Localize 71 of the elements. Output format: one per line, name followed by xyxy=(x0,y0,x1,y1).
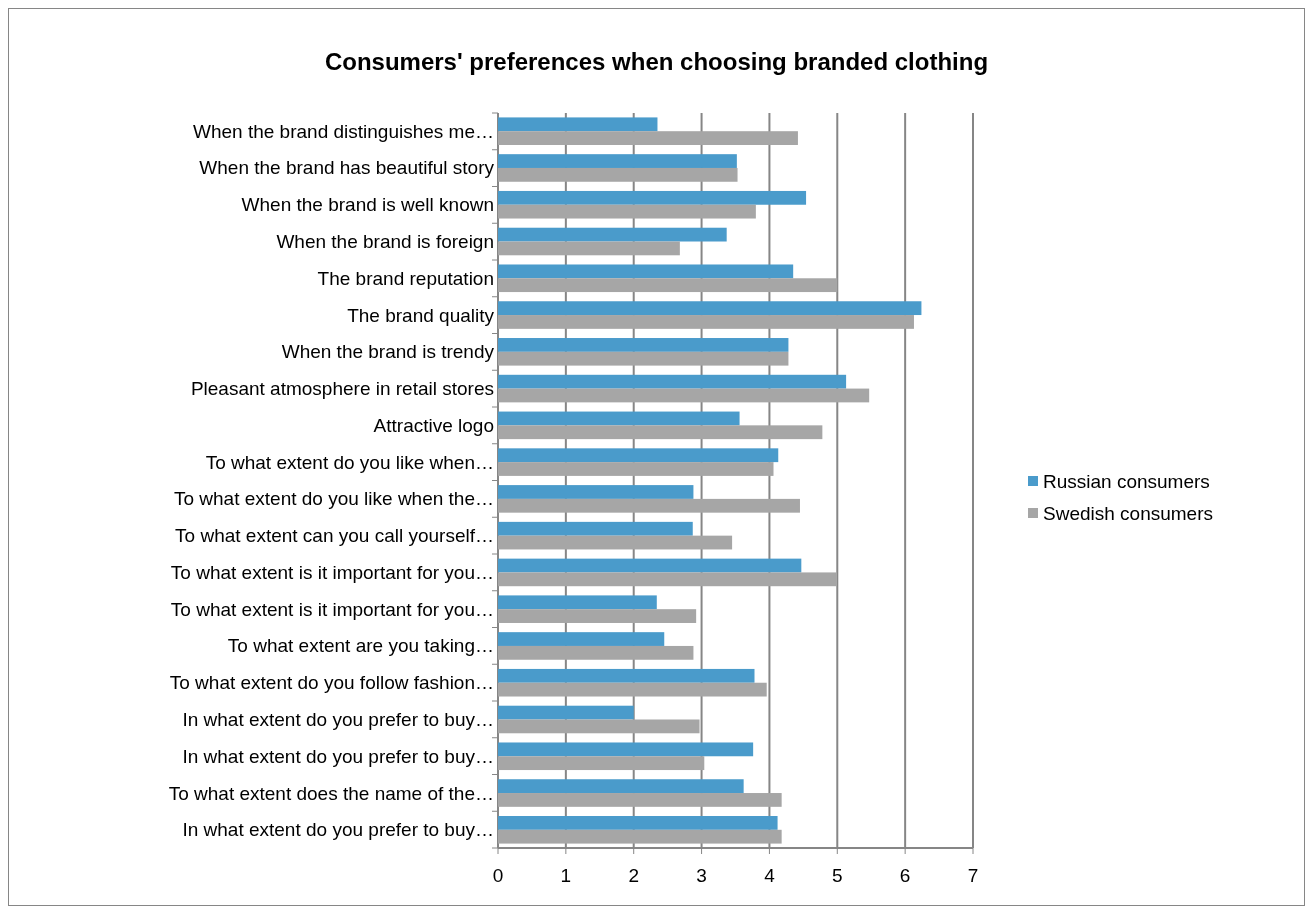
bar xyxy=(498,498,800,513)
bar xyxy=(498,779,744,794)
bar xyxy=(498,609,697,623)
bar xyxy=(498,572,837,587)
y-tick-label: To what extent are you taking… xyxy=(227,635,494,657)
bar xyxy=(498,719,700,734)
bar xyxy=(498,816,778,830)
y-tick-label: Pleasant atmosphere in retail stores xyxy=(190,378,494,400)
bar xyxy=(498,485,694,499)
bar xyxy=(498,204,756,219)
bar xyxy=(498,227,727,242)
y-tick-label: Attractive logo xyxy=(373,414,494,436)
bar xyxy=(498,154,737,168)
bar xyxy=(498,448,779,463)
y-tick-label: In what extent do you prefer to buy… xyxy=(182,745,494,767)
x-tick-label: 6 xyxy=(899,865,911,886)
bar xyxy=(498,425,823,440)
bar xyxy=(498,462,774,476)
bar xyxy=(498,315,914,329)
x-tick-label: 5 xyxy=(832,865,843,886)
bar xyxy=(498,264,794,279)
bar xyxy=(498,829,782,844)
y-tick-label: To what extent do you like when the… xyxy=(173,488,494,510)
y-tick-label: To what extent is it important for you… xyxy=(170,561,494,583)
bar xyxy=(498,742,754,757)
y-tick-label: To what extent is it important for you… xyxy=(170,598,494,620)
bar xyxy=(498,388,870,403)
y-tick-label: When the brand is trendy xyxy=(281,341,495,363)
bar xyxy=(498,411,740,426)
x-tick-label: 3 xyxy=(696,865,707,886)
bar xyxy=(498,521,693,536)
y-tick-label: When the brand distinguishes me… xyxy=(193,120,494,142)
y-tick-label: To what extent do you follow fashion… xyxy=(169,672,494,694)
y-tick-label: In what extent do you prefer to buy… xyxy=(182,819,494,841)
bar xyxy=(498,682,767,697)
bar xyxy=(498,558,802,573)
legend-label: Russian consumers xyxy=(1043,470,1210,492)
bar xyxy=(498,117,658,132)
y-tick-label: To what extent does the name of the… xyxy=(168,782,494,804)
y-tick-label: When the brand is well known xyxy=(241,194,494,216)
y-tick-label: To what extent can you call yourself… xyxy=(175,525,494,547)
bar xyxy=(498,632,665,646)
x-tick-label: 1 xyxy=(560,865,572,886)
bar xyxy=(498,278,838,293)
bar xyxy=(498,190,807,205)
bar xyxy=(498,668,755,683)
bar xyxy=(498,167,738,182)
y-tick-label: When the brand has beautiful story xyxy=(199,157,495,179)
y-tick-label: The brand quality xyxy=(347,304,495,326)
x-tick-label: 0 xyxy=(492,865,504,886)
bar xyxy=(498,241,680,256)
x-tick-label: 7 xyxy=(967,865,979,886)
bar xyxy=(498,301,922,316)
chart-title: Consumers' preferences when choosing branded clothing xyxy=(324,48,989,75)
bar xyxy=(498,351,789,366)
y-tick-label: To what extent do you like when… xyxy=(205,451,494,473)
y-tick-label: In what extent do you prefer to buy… xyxy=(182,708,494,730)
y-tick-label: When the brand is foreign xyxy=(276,231,494,253)
bar xyxy=(498,374,847,389)
bar xyxy=(498,535,733,550)
legend-label: Swedish consumers xyxy=(1043,502,1214,524)
bar xyxy=(498,595,657,610)
bar xyxy=(498,756,705,771)
y-tick-label: The brand reputation xyxy=(317,267,494,289)
bar xyxy=(498,705,634,720)
bar xyxy=(498,131,798,145)
bar xyxy=(498,793,782,807)
x-tick-label: 2 xyxy=(628,865,639,886)
bar xyxy=(498,645,694,660)
x-tick-label: 4 xyxy=(764,865,776,886)
bar xyxy=(498,338,789,352)
